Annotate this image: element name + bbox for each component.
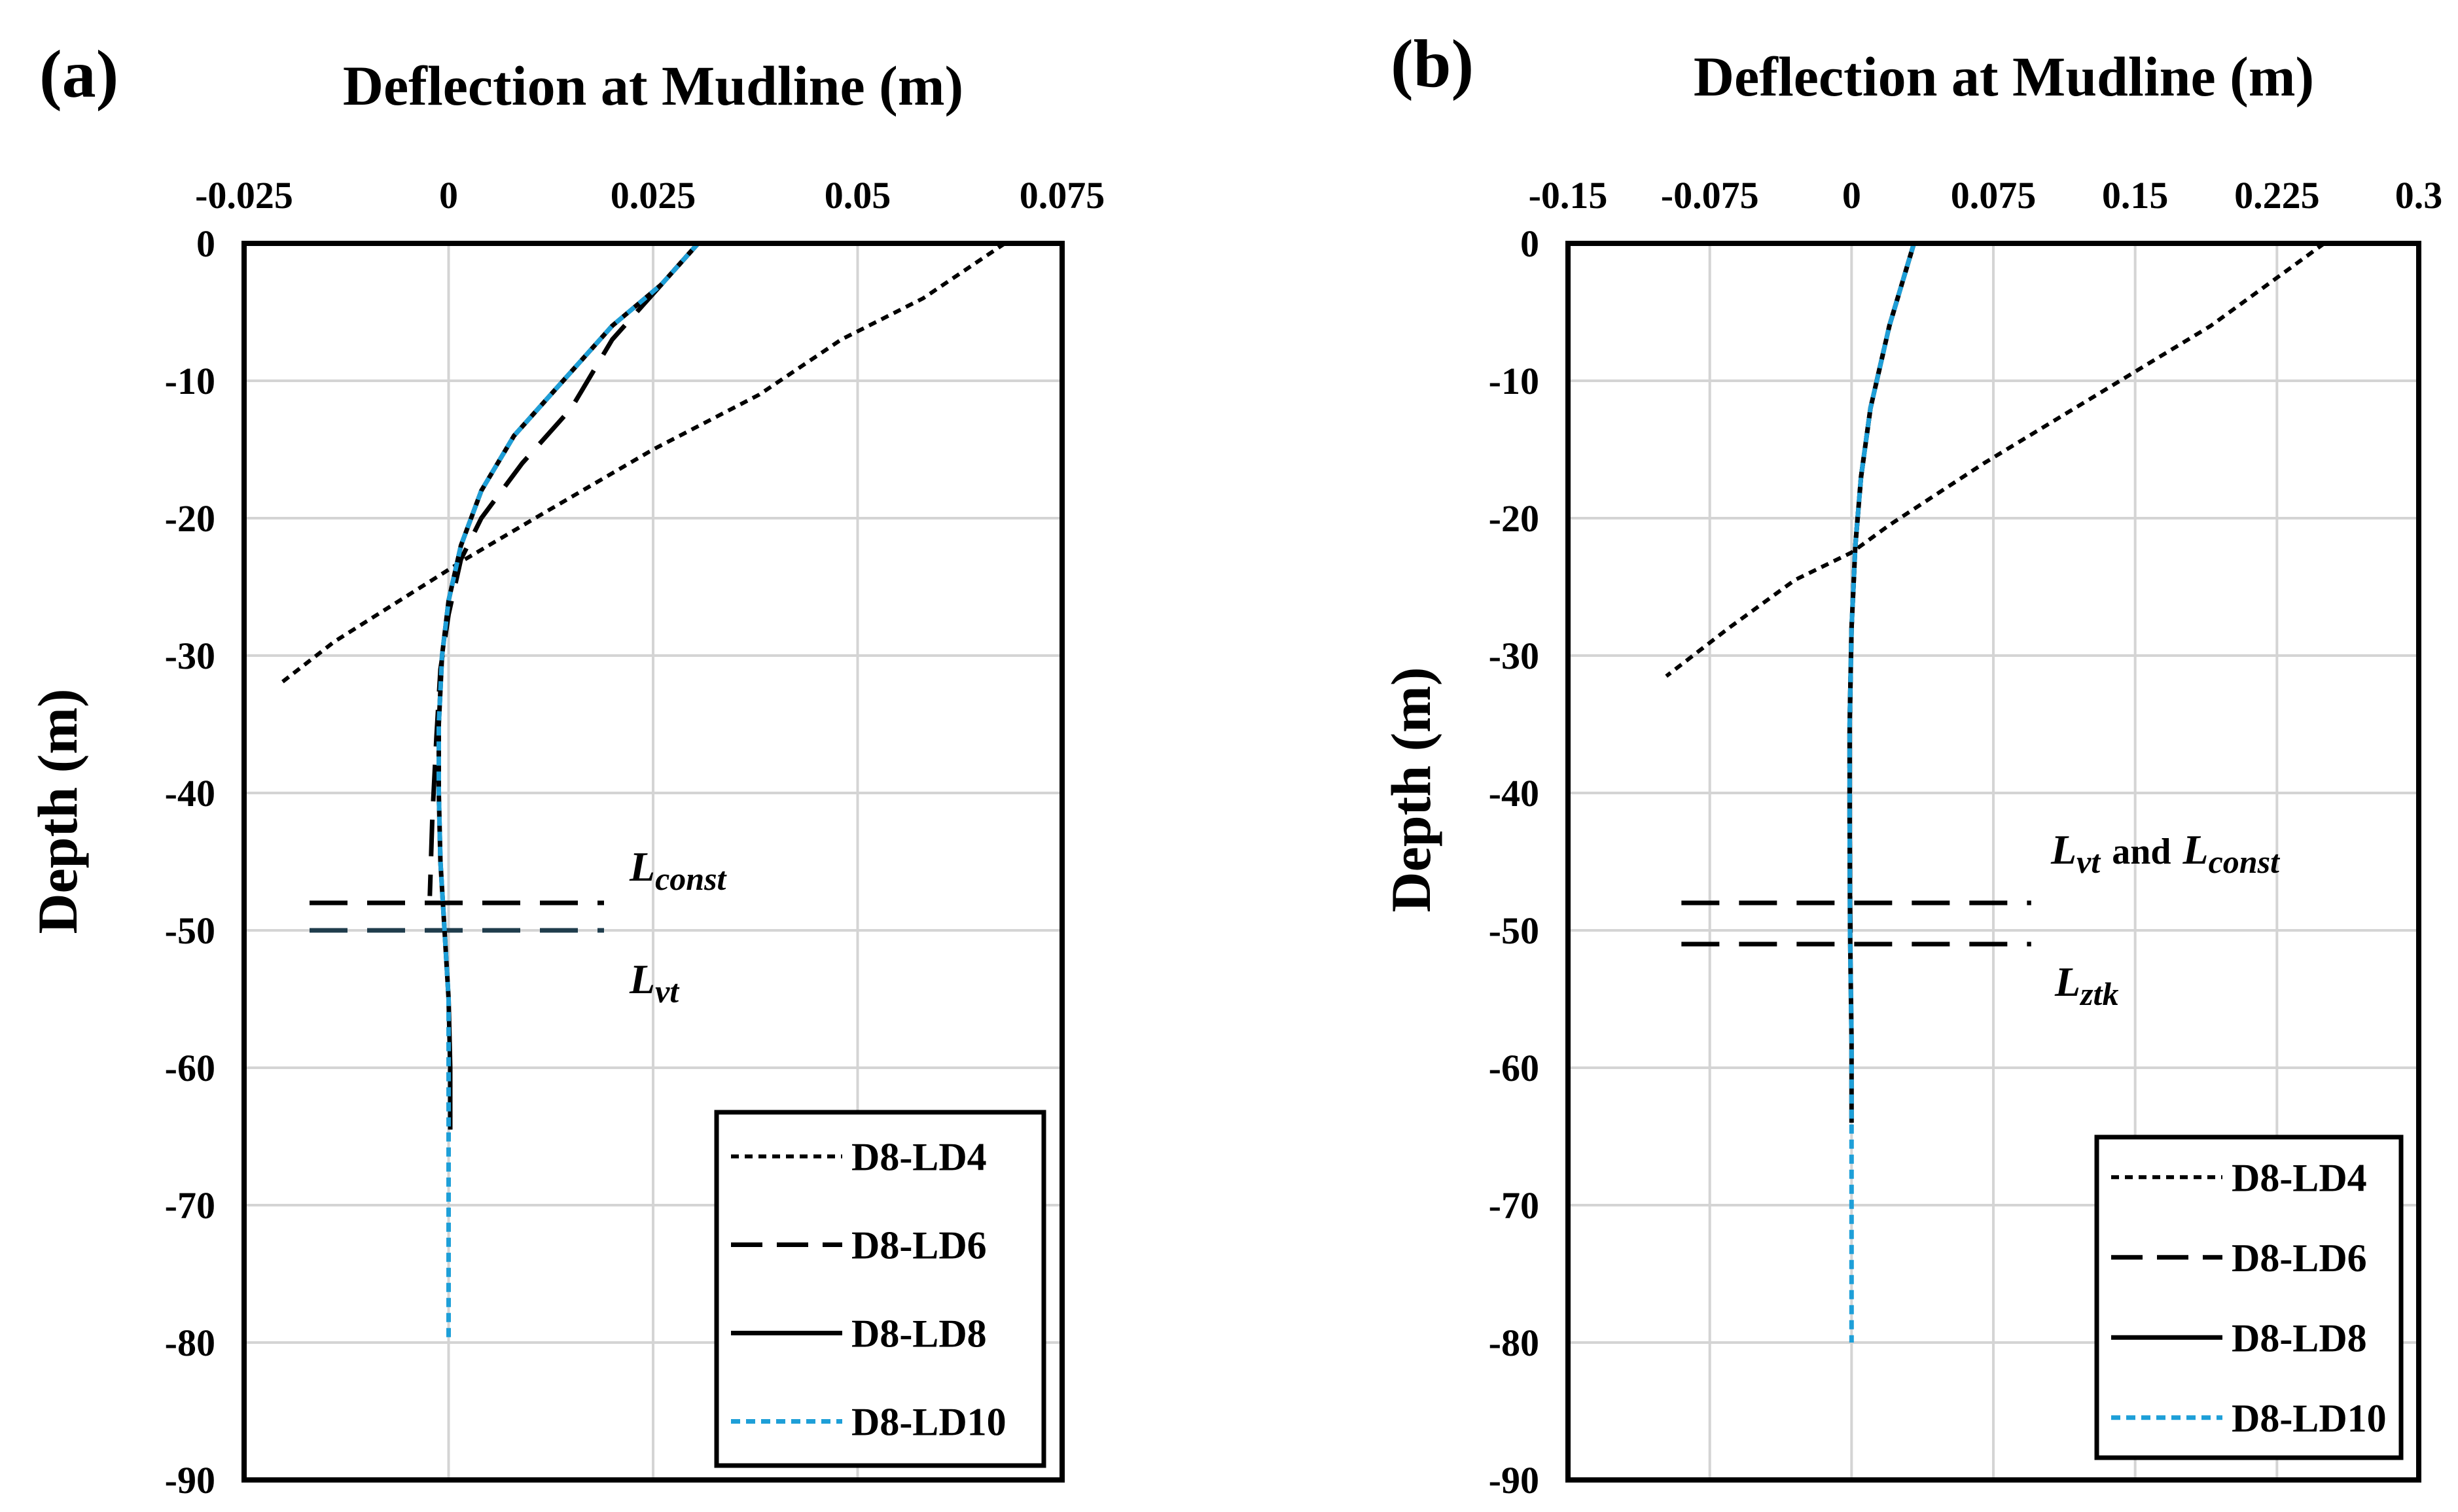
panel-a-annotation-l-const: Lconst (629, 843, 728, 897)
panel-a-y-tick-label: -40 (165, 772, 215, 815)
panel-a-y-tick-label: -10 (165, 360, 215, 402)
panel-b-y-tick-label: -10 (1489, 360, 1539, 402)
panel-a-plot-frame (241, 241, 1065, 1483)
panel-a: (a) Deflection at Mudline (m) Depth (m) … (26, 37, 1105, 1502)
panel-a-reference-lines (310, 900, 604, 933)
panel-b-x-axis-title: Deflection at Mudline (m) (1694, 45, 2314, 108)
panel-b-series-d8-ld4 (1665, 241, 2326, 678)
panel-b-reference-lines (1681, 900, 2031, 947)
panel-b-x-tick-label: 0.15 (2102, 174, 2169, 217)
panel-b: (b) Deflection at Mudline (m) Depth (m) … (1380, 26, 2442, 1502)
panel-a-y-tick-label: -30 (165, 635, 215, 677)
panel-a-series-d8-ld6 (427, 241, 700, 896)
panel-a-legend-label-d8-ld8: D8-LD8 (851, 1312, 987, 1356)
panel-a-y-tick-label: -90 (165, 1459, 215, 1502)
panel-b-y-tick-label: -90 (1489, 1459, 1539, 1502)
panel-b-annotation-l-ztk: Lztk (2054, 958, 2118, 1012)
panel-a-x-tick-label: 0.025 (611, 174, 696, 217)
panel-b-x-tick-label: 0.225 (2234, 174, 2320, 217)
panel-b-series-d8-ld8 (1847, 242, 1917, 1123)
panel-b-y-tick-label: 0 (1520, 222, 1539, 265)
panel-b-x-tick-label: 0.075 (1951, 174, 2037, 217)
panel-a-x-tick-label: 0 (439, 174, 458, 217)
panel-a-x-ticks: -0.025 0 0.025 0.05 0.075 (195, 174, 1105, 217)
panel-b-y-ticks: 0 -10 -20 -30 -40 -50 -60 -70 -80 -90 (1489, 222, 1539, 1502)
panel-b-y-tick-label: -30 (1489, 635, 1539, 677)
panel-a-legend-box (714, 1110, 1046, 1468)
panel-b-x-tick-label: -0.075 (1661, 174, 1759, 217)
panel-b-x-tick-label: 0 (1842, 174, 1861, 217)
panel-a-series-d8-ld10 (436, 241, 700, 1343)
panel-b-y-tick-label: -50 (1489, 909, 1539, 952)
panel-b-label: (b) (1391, 26, 1474, 101)
panel-b-legend-box (2094, 1134, 2404, 1460)
panel-b-y-tick-label: -40 (1489, 772, 1539, 815)
panel-b-legend-label-d8-ld6: D8-LD6 (2232, 1237, 2367, 1280)
panel-a-y-tick-label: -70 (165, 1184, 215, 1227)
panel-b-y-tick-label: -60 (1489, 1047, 1539, 1089)
panel-b-x-tick-label: 0.3 (2395, 174, 2443, 217)
panel-a-y-tick-label: -50 (165, 909, 215, 952)
panel-a-y-ticks: 0 -10 -20 -30 -40 -50 -60 -70 -80 -90 (165, 222, 215, 1502)
panel-b-plot-frame (1565, 241, 2421, 1483)
panel-b-legend: D8-LD4 D8-LD6 D8-LD8 D8-LD10 (2094, 1134, 2404, 1460)
panel-b-x-ticks: -0.15 -0.075 0 0.075 0.15 0.225 0.3 (1529, 174, 2443, 217)
panel-a-y-tick-label: -80 (165, 1322, 215, 1364)
panel-b-y-tick-label: -70 (1489, 1184, 1539, 1227)
panel-b-y-tick-label: -20 (1489, 497, 1539, 540)
panel-b-x-tick-label: -0.15 (1529, 174, 1608, 217)
panel-a-x-axis-title: Deflection at Mudline (m) (343, 54, 963, 117)
panel-a-y-tick-label: -60 (165, 1047, 215, 1089)
panel-a-x-tick-label: -0.025 (195, 174, 293, 217)
panel-a-legend: D8-LD4 D8-LD6 D8-LD8 D8-LD10 (714, 1110, 1046, 1468)
panel-a-y-tick-label: 0 (196, 222, 215, 265)
panel-b-y-axis-title: Depth (m) (1380, 667, 1442, 913)
panel-a-y-tick-label: -20 (165, 497, 215, 540)
panel-b-legend-label-d8-ld8: D8-LD8 (2232, 1316, 2367, 1360)
panel-b-annotation-l-vt-and-l-const: Lvt and Lconst (2050, 826, 2281, 880)
panel-b-y-tick-label: -80 (1489, 1322, 1539, 1364)
panel-a-series-d8-ld4 (279, 241, 1006, 685)
panel-a-legend-label-d8-ld10: D8-LD10 (851, 1401, 1006, 1444)
panel-a-x-tick-label: 0.075 (1020, 174, 1105, 217)
panel-a-series (279, 241, 1006, 1343)
panel-a-label: (a) (39, 37, 118, 112)
panel-b-series-d8-ld6 (1847, 242, 1917, 945)
panel-a-x-tick-label: 0.05 (825, 174, 891, 217)
panel-b-legend-label-d8-ld10: D8-LD10 (2232, 1397, 2387, 1440)
panel-b-series (1665, 241, 2326, 1343)
panel-a-annotation-l-vt: Lvt (629, 956, 680, 1010)
panel-b-legend-label-d8-ld4: D8-LD4 (2232, 1156, 2367, 1199)
panel-a-y-axis-title: Depth (m) (26, 689, 89, 934)
panel-a-legend-label-d8-ld4: D8-LD4 (851, 1136, 987, 1179)
panel-b-series-d8-ld10 (1847, 242, 1917, 1343)
panel-a-legend-label-d8-ld6: D8-LD6 (851, 1224, 987, 1267)
